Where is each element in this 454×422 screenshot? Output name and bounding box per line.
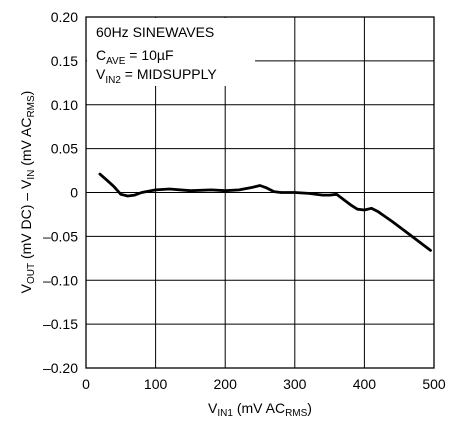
- y-axis-title-s1: OUT: [26, 263, 37, 284]
- plot-frame: [85, 16, 435, 369]
- x-tick-label: 500: [422, 376, 446, 392]
- y-tick-label: –0.15: [43, 316, 78, 332]
- x-tick-label: 400: [353, 376, 377, 392]
- x-axis-title-main: V: [208, 400, 218, 416]
- annotation-box: 60Hz SINEWAVES CAVE = 10µF VIN2 = MIDSUP…: [87, 18, 255, 86]
- x-axis-title: VIN1 (mV ACRMS): [208, 400, 312, 417]
- y-axis-title: VOUT (mV DC) – VIN (mV ACRMS): [18, 91, 37, 294]
- annotation-line-2: CAVE = 10µF: [96, 47, 174, 67]
- y-tick-label: –0.20: [43, 360, 78, 376]
- y-tick-label: 0.15: [51, 53, 78, 69]
- y-axis-title-p3: (mV AC: [18, 118, 34, 170]
- y-tick-label: 0.20: [51, 9, 78, 25]
- annotation-line-3-rest: = MIDSUPPLY: [121, 66, 217, 82]
- y-axis-title-p2: (mV DC) – V: [18, 179, 34, 263]
- y-tick-label: 0.10: [51, 97, 78, 113]
- x-tick-label: 300: [283, 376, 307, 392]
- y-axis-title-s3: RMS: [26, 95, 37, 118]
- y-tick-label: 0.05: [51, 141, 78, 157]
- y-axis-title-s2: IN: [26, 170, 37, 180]
- annotation-line-3-main: V: [96, 66, 106, 82]
- annotation-line-3: VIN2 = MIDSUPPLY: [96, 66, 217, 86]
- x-tick-label: 0: [82, 376, 90, 392]
- series-line: [98, 172, 432, 252]
- y-axis-title-p4: ): [18, 91, 34, 96]
- x-axis-title-sub2: RMS: [285, 408, 308, 417]
- x-axis-title-rest: (mV AC: [233, 400, 285, 416]
- annotation-line-1: 60Hz SINEWAVES: [96, 24, 214, 40]
- x-tick-label: 100: [144, 376, 168, 392]
- annotation-line-2-main: C: [96, 47, 106, 63]
- annotation-line-2-sub: AVE: [106, 56, 126, 67]
- x-axis-title-end: ): [307, 400, 312, 416]
- y-tick-labels: 0.20 0.15 0.10 0.05 0 –0.05 –0.10 –0.15 –0.20: [43, 9, 78, 376]
- x-axis-title-sub: IN1: [217, 408, 233, 417]
- x-tick-labels: 0 100 200 300 400 500: [82, 376, 446, 392]
- y-tick-label: 0: [70, 185, 78, 201]
- y-tick-label: –0.10: [43, 272, 78, 288]
- y-axis-title-p1: V: [18, 283, 34, 293]
- x-tick-label: 200: [214, 376, 238, 392]
- annotation-line-3-sub: IN2: [105, 75, 121, 86]
- annotation-background: [87, 18, 255, 86]
- annotation-line-2-rest: = 10µF: [125, 47, 173, 63]
- y-tick-label: –0.05: [43, 228, 78, 244]
